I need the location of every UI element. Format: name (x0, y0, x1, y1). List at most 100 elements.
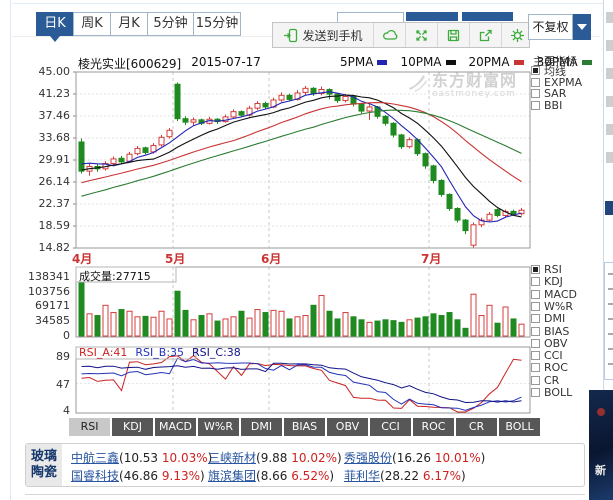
ad-banner[interactable]: 新 (589, 390, 613, 500)
sector-panel: 玻璃 陶瓷 中航三鑫(10.53 10.03%) 三峡新材(9.88 10.02%… (25, 443, 585, 487)
checkbox-label: EXPMA (544, 76, 583, 89)
indicator-tab-RSI[interactable]: RSI (69, 418, 110, 436)
indicator-tab-MACD[interactable]: MACD (155, 418, 196, 436)
month-tick-6月: 6月 (261, 252, 282, 266)
oscillator-CR[interactable]: CR (531, 374, 560, 387)
oscillator-W%R[interactable]: W%R (531, 300, 573, 313)
indicator-tab-BIAS[interactable]: BIAS (284, 418, 325, 436)
volume-label: 成交量:27715 (79, 270, 151, 283)
checkbox[interactable] (531, 376, 540, 385)
top-frame-line (12, 3, 603, 4)
indicator-tab-BOLL[interactable]: BOLL (499, 418, 540, 436)
legend-color-marker (377, 59, 388, 65)
stock-link[interactable]: 中航三鑫 (71, 451, 120, 465)
stock-change-pct: 6.52% (291, 469, 330, 483)
checkbox[interactable] (531, 339, 540, 348)
indicator-tab-CCI[interactable]: CCI (370, 418, 411, 436)
oscillator-MACD[interactable]: MACD (531, 288, 577, 301)
indicator-panel-title: 主要指标 (533, 55, 577, 68)
checkbox[interactable] (531, 66, 540, 75)
indicator-tab-ROC[interactable]: ROC (413, 418, 454, 436)
oscillator-ROC[interactable]: ROC (531, 361, 568, 374)
send-to-phone-button[interactable]: 发送到手机 (273, 23, 373, 47)
dropdown-arrow-button[interactable] (573, 14, 591, 40)
price-adjust-dropdown[interactable]: 不复权 (528, 14, 573, 40)
checkbox-label: DMI (544, 312, 566, 325)
volume-tick: 103756 (28, 285, 70, 298)
indicator-均线[interactable]: 均线 (531, 64, 566, 78)
month-tick-7月: 7月 (421, 252, 442, 266)
legend-label: 5PMA (340, 55, 374, 69)
checkbox[interactable] (531, 265, 540, 274)
indicator-tab-KDJ[interactable]: KDJ (112, 418, 153, 436)
save-icon (447, 29, 460, 41)
price-tick: 45.00 (38, 65, 71, 78)
indicator-EXPMA[interactable]: EXPMA (531, 76, 583, 89)
oscillator-BOLL[interactable]: BOLL (531, 386, 572, 399)
indicator-tab-CR[interactable]: CR (456, 418, 497, 436)
period-tab-5分钟[interactable]: 5分钟 (147, 12, 194, 36)
legend-color-marker (581, 59, 592, 65)
period-tab-15分钟[interactable]: 15分钟 (193, 12, 241, 36)
volume-tick: 69171 (35, 299, 70, 312)
checkbox[interactable] (531, 327, 540, 336)
legend-item-5PMA: 5PMA (340, 55, 388, 69)
rsi-values-label: RSI_A:41 RSI_B:35 RSI_C:38 (79, 346, 241, 359)
oscillator-BIAS[interactable]: BIAS (531, 325, 569, 338)
stock-price: (46.86 (119, 469, 162, 483)
rsi-tick: 4 (63, 404, 70, 417)
period-tab-日K[interactable]: 日K (36, 12, 74, 36)
fullscreen-button[interactable] (405, 23, 437, 47)
stock-item-中航三鑫: 中航三鑫(10.53 10.03%) (71, 449, 212, 466)
stock-link[interactable]: 旗滨集团 (208, 469, 257, 483)
ma-legend: 5PMA 10PMA 20PMA 30PMA (340, 55, 592, 69)
checkbox[interactable] (531, 101, 540, 110)
stock-item-秀强股份: 秀强股份(16.26 10.01%) (344, 449, 485, 466)
rsi-tick: 89 (56, 350, 70, 363)
checkbox[interactable] (531, 89, 540, 98)
checkbox[interactable] (531, 314, 540, 323)
bottom-separator (25, 494, 585, 495)
oscillator-KDJ[interactable]: KDJ (531, 275, 563, 288)
price-tick: 37.46 (38, 109, 71, 122)
stock-item-三峡新材: 三峡新材(9.88 10.02%) (208, 449, 342, 466)
clipped-text-fragment (606, 40, 613, 51)
checkbox-label: CR (544, 374, 560, 387)
clipped-text-fragment (606, 124, 613, 135)
oscillator-DMI[interactable]: DMI (531, 312, 566, 325)
oscillator-CCI[interactable]: CCI (531, 349, 563, 362)
selected-tab-pointer (50, 36, 60, 42)
stock-link[interactable]: 秀强股份 (344, 451, 393, 465)
indicator-SAR[interactable]: SAR (531, 87, 566, 100)
price-tick: 33.68 (38, 131, 71, 144)
indicator-tab-OBV[interactable]: OBV (327, 418, 368, 436)
save-button[interactable] (437, 23, 469, 47)
stock-link[interactable]: 菲利华 (344, 469, 381, 483)
checkbox[interactable] (531, 388, 540, 397)
checkbox-label: BBI (544, 99, 563, 112)
stock-price: (28.22 (380, 469, 423, 483)
stock-link[interactable]: 国睿科技 (71, 469, 120, 483)
indicator-BBI[interactable]: BBI (531, 99, 563, 112)
checkbox[interactable] (531, 78, 540, 87)
share-button[interactable] (469, 23, 501, 47)
checkbox[interactable] (531, 302, 540, 311)
indicator-tab-DMI[interactable]: DMI (241, 418, 282, 436)
checkbox[interactable] (531, 351, 540, 360)
checkbox[interactable] (531, 290, 540, 299)
stock-link[interactable]: 三峡新材 (208, 451, 257, 465)
checkbox[interactable] (531, 277, 540, 286)
period-tab-月K[interactable]: 月K (110, 12, 148, 36)
settings-button[interactable] (501, 23, 533, 47)
oscillator-RSI[interactable]: RSI (531, 263, 562, 276)
clipped-text-fragment (606, 12, 613, 23)
cloud-button[interactable] (373, 23, 405, 47)
ad-text: 新 (595, 464, 606, 477)
sector-category-label: 玻璃 陶瓷 (26, 444, 62, 486)
right-frame-line (603, 0, 604, 390)
checkbox[interactable] (531, 363, 540, 372)
indicator-tab-W%R[interactable]: W%R (198, 418, 239, 436)
price-tick: 41.23 (38, 87, 71, 100)
oscillator-OBV[interactable]: OBV (531, 337, 567, 350)
checkbox-label: 均线 (544, 64, 566, 78)
